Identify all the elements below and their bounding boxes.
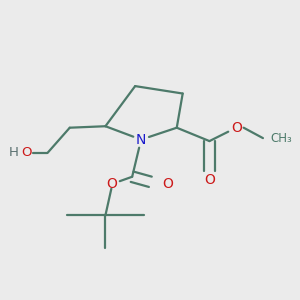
Text: O: O xyxy=(204,173,215,187)
Text: O: O xyxy=(231,121,242,135)
Text: O: O xyxy=(21,146,32,160)
Text: CH₃: CH₃ xyxy=(270,132,292,145)
Text: H: H xyxy=(8,146,18,160)
Text: O: O xyxy=(106,177,117,191)
Text: N: N xyxy=(136,133,146,147)
Text: O: O xyxy=(162,177,173,191)
